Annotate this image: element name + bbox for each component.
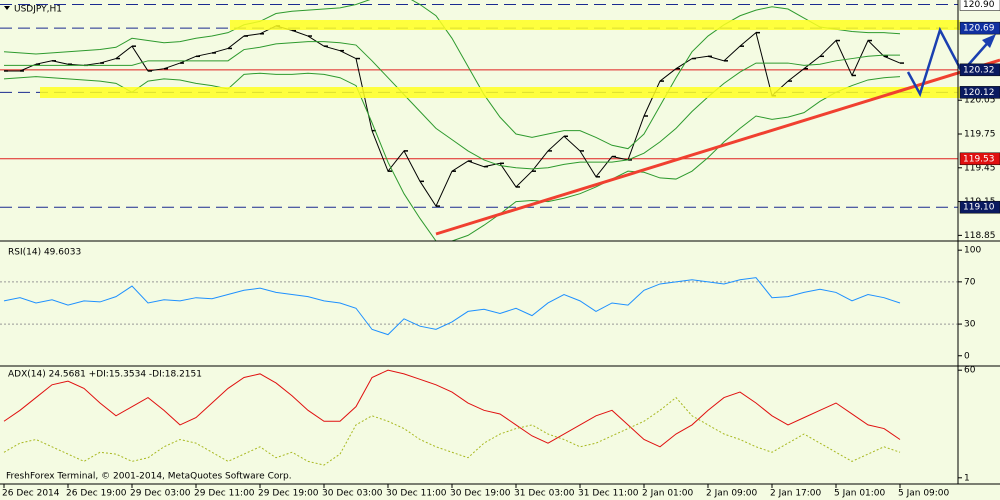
x-tick-label: 5 Jan 09:00 [898,489,950,499]
level-label: 120.32 [963,65,995,75]
support-zone [40,87,960,98]
x-tick-label: 5 Jan 01:00 [834,489,886,499]
level-tag [959,152,1000,166]
trend-line [435,58,1000,236]
level-tag [959,86,1000,99]
y-tick-label: 70 [964,277,976,287]
y-tick-label: 100 [964,246,981,256]
chart-title: USDJPY,H1 [14,5,62,15]
level-tag [959,200,1000,214]
y-tick-label: 1 [964,473,970,483]
forecast-arrow [906,26,993,98]
level-label: 120.69 [963,24,995,34]
level-tag [959,21,1000,35]
level-label: 120.12 [963,88,995,98]
y-tick-label: 118.85 [964,231,996,241]
series-line [3,396,901,466]
x-tick-label: 26 Dec 19:00 [66,489,127,499]
level-label: 120.90 [963,0,995,10]
x-tick-label: 30 Dec 03:00 [322,489,383,499]
y-tick-label: 30 [964,320,976,330]
level-label: 119.10 [963,203,995,213]
data-layer [3,0,904,466]
x-tick-label: 31 Dec 03:00 [514,489,575,499]
x-tick-label: 30 Dec 19:00 [450,489,511,499]
adx-title: ADX(14) 24.5681 +DI:15.3534 -DI:18.2151 [8,370,202,380]
x-tick-label: 2 Jan 17:00 [770,489,822,499]
series-line [3,0,901,150]
menu-icon [4,6,10,10]
x-tick-label: 2 Jan 01:00 [642,489,694,499]
x-tick-label: 26 Dec 2014 [2,489,60,499]
resistance-zone [230,20,960,30]
level-label: 119.53 [963,154,995,164]
series-line [4,41,900,170]
rsi-title: RSI(14) 49.6033 [8,248,81,258]
x-tick-label: 29 Dec 11:00 [194,489,255,499]
level-tag [959,63,1000,77]
y-tick-label: 120.05 [964,96,996,106]
series-line [3,277,901,336]
x-tick-label: 29 Dec 19:00 [258,489,319,499]
y-tick-label: 60 [964,366,976,376]
y-tick-label: 0 [964,351,970,361]
arrow-head [982,34,996,48]
series-line [3,369,901,448]
x-tick-label: 30 Dec 11:00 [386,489,447,499]
drawings [40,20,1000,236]
x-tick-label: 29 Dec 03:00 [130,489,191,499]
frame [0,0,1000,485]
level-tag [959,0,1000,11]
y-tick-label: 119.45 [964,163,996,173]
x-tick-label: 31 Dec 11:00 [578,489,639,499]
footer: FreshForex Terminal, © 2001-2014, MetaQu… [6,472,292,482]
y-tick-label: 119.75 [964,130,996,140]
x-tick-label: 2 Jan 09:00 [706,489,758,499]
